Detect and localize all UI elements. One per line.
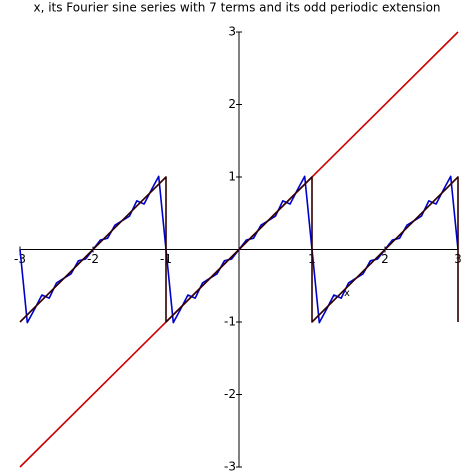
x-tick-label: -3 [14,252,26,266]
y-tick-label: 1 [228,170,236,184]
chart-title: x, its Fourier sine series with 7 terms … [33,1,440,15]
x-tick-label: 2 [381,252,389,266]
y-tick-label: -2 [224,387,236,401]
y-tick-label: 2 [228,97,236,111]
series-line [19,176,459,323]
y-tick-label: -3 [224,460,236,474]
y-tick-label: 3 [228,25,236,39]
x-axis-label: x [344,288,350,299]
x-tick-label: -2 [87,252,99,266]
y-tick-label: -1 [224,315,236,329]
